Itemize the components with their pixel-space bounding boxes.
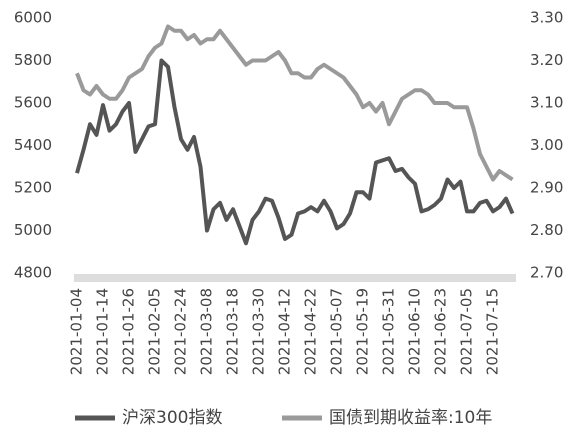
x-tick-label: 2021-01-26 [120, 288, 138, 375]
series-line [75, 58, 515, 246]
x-tick-label: 2021-03-18 [224, 288, 242, 375]
x-tick-label: 2021-02-05 [146, 288, 164, 375]
y2-tick-label: 2.80 [530, 221, 563, 239]
y2-tick-label: 3.20 [530, 51, 563, 69]
y2-tick-label: 3.00 [530, 136, 563, 154]
y2-tick-label: 2.90 [530, 179, 563, 197]
x-tick-label: 2021-05-19 [354, 288, 372, 375]
y-tick-label: 5200 [14, 179, 52, 197]
y-tick-label: 5800 [14, 51, 52, 69]
x-tick-label: 2021-03-30 [250, 288, 268, 375]
y-tick-label: 5400 [14, 136, 52, 154]
x-tick-label: 2021-03-08 [198, 288, 216, 375]
x-tick-label: 2021-05-31 [380, 288, 398, 375]
y2-tick-label: 3.30 [530, 9, 563, 27]
x-tick-label: 2021-07-15 [484, 288, 502, 375]
y-tick-label: 4800 [14, 264, 52, 282]
series-line [75, 24, 514, 182]
y-tick-label: 5000 [14, 221, 52, 239]
y-tick-label: 5600 [14, 94, 52, 112]
y2-tick-label: 2.70 [530, 264, 563, 282]
x-tick-label: 2021-06-10 [406, 288, 424, 375]
x-tick-label: 2021-04-12 [276, 288, 294, 375]
legend-label: 国债到期收益率:10年 [329, 408, 492, 428]
x-tick-label: 2021-02-24 [172, 288, 190, 375]
y2-tick-label: 3.10 [530, 94, 563, 112]
x-tick-label: 2021-07-05 [458, 288, 476, 375]
x-tick-label: 2021-06-23 [432, 288, 450, 375]
x-axis-band [74, 274, 516, 282]
x-tick-label: 2021-05-07 [328, 288, 346, 375]
x-tick-label: 2021-04-22 [302, 288, 320, 375]
x-tick-label: 2021-01-14 [94, 288, 112, 375]
x-tick-label: 2021-01-04 [68, 288, 86, 375]
legend-label: 沪深300指数 [122, 408, 222, 428]
y-tick-label: 6000 [14, 9, 52, 27]
